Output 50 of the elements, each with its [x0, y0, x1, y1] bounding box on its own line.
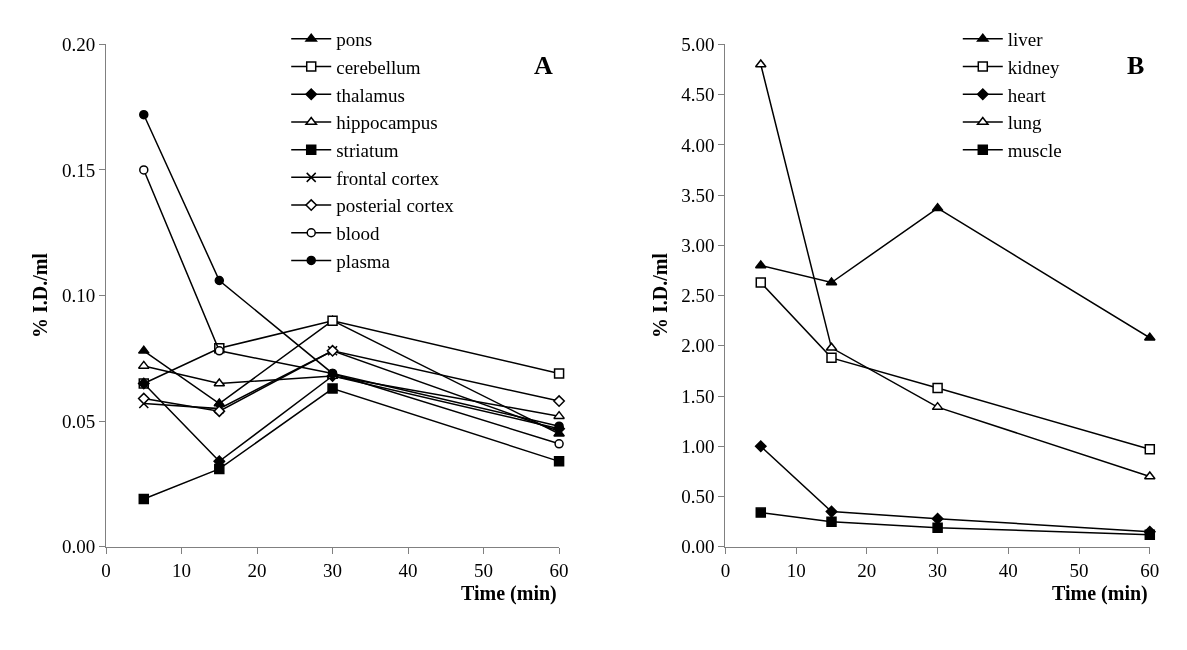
y-tick-label: 4.00: [681, 134, 715, 156]
annotation: A: [534, 51, 553, 80]
x-tick-label: 60: [549, 559, 569, 581]
y-tick-label: 0.05: [61, 410, 96, 432]
legend-label: lung: [1007, 112, 1043, 134]
legend-label: thalamus: [336, 84, 405, 106]
x-tick-label: 50: [474, 559, 494, 581]
y-tick-label: 0.20: [61, 34, 96, 56]
x-axis-title: Time (min): [1052, 582, 1148, 605]
y-tick-label: 0.50: [681, 486, 715, 508]
y-tick-label: 0.00: [61, 536, 96, 558]
legend-label: blood: [336, 223, 380, 245]
y-tick-label: 2.50: [681, 285, 715, 307]
x-tick-label: 10: [172, 559, 192, 581]
y-tick-label: 0.15: [61, 159, 96, 181]
y-tick-label: 4.50: [681, 84, 715, 106]
y-tick-label: 1.50: [681, 385, 715, 407]
x-tick-label: 40: [998, 559, 1018, 581]
legend-label: frontal cortex: [336, 167, 440, 189]
x-tick-label: 0: [720, 559, 731, 581]
legend-label: kidney: [1007, 56, 1060, 78]
y-axis-title: % I.D./ml: [29, 252, 52, 339]
x-tick-label: 40: [398, 559, 418, 581]
legend-label: heart: [1007, 84, 1047, 106]
y-tick-label: 3.00: [681, 234, 715, 256]
legend-label: muscle: [1007, 140, 1062, 162]
legend-label: posterial cortex: [336, 195, 455, 217]
y-axis-title: % I.D./ml: [648, 252, 671, 339]
x-tick-label: 30: [928, 559, 948, 581]
annotation: B: [1127, 51, 1145, 80]
y-tick-label: 5.00: [681, 34, 715, 56]
x-tick-label: 50: [1069, 559, 1089, 581]
x-tick-label: 20: [857, 559, 877, 581]
x-tick-label: 0: [101, 559, 111, 581]
legend-label: hippocampus: [336, 112, 438, 134]
legend-label: striatum: [336, 140, 399, 162]
legend-label: liver: [1007, 29, 1044, 51]
x-tick-label: 10: [786, 559, 806, 581]
legend-label: plasma: [336, 250, 391, 272]
y-tick-label: 3.50: [681, 184, 715, 206]
y-tick-label: 0.10: [61, 285, 96, 307]
legend-label: pons: [336, 29, 373, 51]
y-tick-label: 0.00: [681, 536, 715, 558]
x-tick-label: 20: [247, 559, 267, 581]
x-tick-label: 30: [323, 559, 343, 581]
legend-label: cerebellum: [336, 56, 421, 78]
x-tick-label: 60: [1140, 559, 1160, 581]
y-tick-label: 1.00: [681, 435, 715, 457]
y-tick-label: 2.00: [681, 335, 715, 357]
x-axis-title: Time (min): [461, 582, 557, 605]
